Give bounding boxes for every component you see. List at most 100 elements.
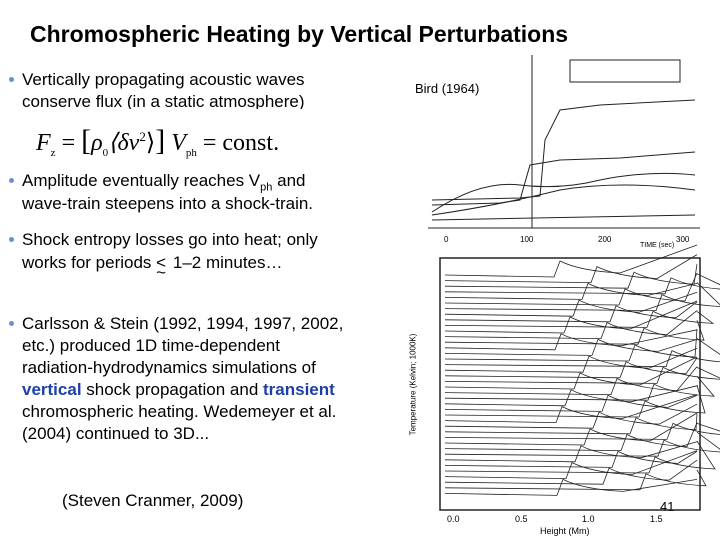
temperature-curve bbox=[444, 440, 716, 474]
temperature-curve bbox=[444, 320, 705, 345]
temperature-curve bbox=[444, 291, 698, 317]
eq-part: ρ bbox=[91, 130, 103, 156]
text-run: ~ bbox=[156, 263, 167, 282]
bullet-line: radiation-hydrodynamics simulations of bbox=[22, 358, 316, 377]
text-run: works for periods bbox=[22, 253, 157, 272]
temperature-curve bbox=[444, 310, 698, 340]
bullet-line: Vertically propagating acoustic waves bbox=[22, 70, 305, 89]
temperature-curve bbox=[444, 273, 720, 295]
eq-part: F bbox=[36, 130, 51, 156]
tick-label: 1.0 bbox=[582, 514, 595, 524]
text-run: transient bbox=[263, 380, 335, 399]
axis-label: Temperature (Kelvin; 1000K) bbox=[408, 333, 418, 436]
temperature-curve bbox=[444, 394, 698, 424]
bullet-line: works for periods < ~ 1–2 minutes… bbox=[22, 252, 283, 282]
temperature-curve bbox=[444, 422, 720, 440]
title: Chromospheric Heating by Vertical Pertur… bbox=[30, 21, 569, 47]
bullet-line: wave-train steepens into a shock-train. bbox=[22, 194, 314, 213]
plot-frame bbox=[439, 257, 701, 511]
bullet-line: etc.) produced 1D time-dependent bbox=[22, 336, 280, 355]
bullet-line: chromospheric heating. Wedemeyer et al. bbox=[22, 402, 337, 421]
text-run: and bbox=[272, 171, 306, 190]
equation: Fz = [ρ0⟨δv2⟩] Vph = const. bbox=[36, 122, 279, 168]
temperature-curve bbox=[444, 478, 698, 496]
bullet-line: (2004) continued to 3D... bbox=[22, 424, 210, 443]
temperature-curve bbox=[444, 431, 720, 457]
temperature-curve bbox=[444, 385, 698, 407]
temperature-curve bbox=[444, 384, 706, 418]
temperature-curve bbox=[444, 310, 715, 328]
eq-part: ⟨δv bbox=[108, 130, 140, 156]
temperature-curve bbox=[444, 328, 698, 362]
eq-part: V bbox=[171, 130, 186, 156]
text-run: shock propagation and bbox=[81, 380, 264, 399]
tick-label: 200 bbox=[598, 235, 612, 244]
temperature-curve bbox=[444, 356, 698, 390]
temperature-curve bbox=[444, 412, 698, 446]
bullet-line: conserve flux (in a static atmosphere) bbox=[22, 92, 305, 109]
figure-carlsson bbox=[439, 244, 720, 511]
eq-part: ⟩ bbox=[145, 130, 156, 156]
label-box bbox=[569, 59, 681, 83]
bullet-dot bbox=[9, 178, 14, 183]
temperature-curve bbox=[444, 264, 698, 289]
eq-part: const. bbox=[222, 130, 280, 156]
temperature-curve bbox=[444, 459, 698, 485]
bullet-line: Shock entropy losses go into heat; only bbox=[22, 230, 318, 249]
text-run: 1–2 minutes… bbox=[168, 253, 283, 272]
bullet-line: vertical shock propagation and transient bbox=[22, 379, 335, 400]
temperature-curve bbox=[444, 450, 698, 480]
bullet-dot bbox=[9, 77, 14, 82]
temperature-curve bbox=[444, 366, 720, 384]
tick-label: 0.0 bbox=[447, 514, 460, 524]
tick-label: 100 bbox=[520, 235, 534, 244]
bullet-line: Carlsson & Stein (1992, 1994, 1997, 2002… bbox=[22, 314, 344, 333]
bullet-dot bbox=[9, 237, 14, 242]
text-run: < bbox=[156, 253, 167, 272]
eq-part: ph bbox=[185, 146, 197, 159]
temperature-curve bbox=[444, 394, 698, 412]
citation: (Steven Cranmer, 2009) bbox=[62, 491, 244, 510]
eq-part: ] bbox=[155, 124, 166, 157]
axis-label: TIME (sec) bbox=[640, 242, 675, 249]
temperature-curve bbox=[444, 338, 720, 368]
temperature-curve bbox=[444, 347, 698, 373]
temperature-curve bbox=[444, 254, 698, 284]
temperature-curve bbox=[444, 244, 698, 278]
curve bbox=[431, 99, 696, 201]
temperature-curve bbox=[444, 375, 715, 401]
temperature-curve bbox=[444, 441, 698, 463]
eq-part: 0 bbox=[102, 146, 109, 159]
temperature-curve bbox=[444, 329, 698, 351]
temperature-curve bbox=[444, 301, 698, 323]
temperature-curve bbox=[444, 282, 698, 300]
figure-bird bbox=[428, 55, 700, 229]
tick-label: 0 bbox=[444, 235, 449, 244]
temperature-curve bbox=[444, 469, 707, 491]
text-run: ph bbox=[260, 181, 273, 194]
temperature-curve bbox=[444, 272, 698, 306]
eq-part: z bbox=[50, 146, 56, 159]
tick-label: 1.5 bbox=[650, 514, 663, 524]
temperature-curve bbox=[444, 403, 698, 429]
bullet-line: Amplitude eventually reaches Vph and bbox=[22, 170, 305, 198]
curve bbox=[431, 214, 696, 221]
eq-part: [ bbox=[81, 124, 92, 157]
temperature-curve bbox=[444, 338, 698, 356]
temperature-curve bbox=[444, 357, 698, 379]
tick-label: 0.5 bbox=[515, 514, 528, 524]
text-run: vertical bbox=[22, 380, 82, 399]
eq-part: = bbox=[202, 130, 217, 156]
curve bbox=[431, 184, 696, 216]
tick-label: 300 bbox=[676, 235, 690, 244]
axis-label: Height (Mm) bbox=[540, 526, 590, 536]
temperature-curve bbox=[444, 422, 698, 452]
temperature-curve bbox=[444, 450, 698, 468]
figure-caption: Bird (1964) bbox=[415, 81, 480, 96]
temperature-curve bbox=[444, 366, 698, 396]
text-run: Amplitude eventually reaches V bbox=[22, 171, 261, 190]
temperature-curve bbox=[444, 282, 720, 312]
eq-part: 2 bbox=[139, 129, 146, 144]
